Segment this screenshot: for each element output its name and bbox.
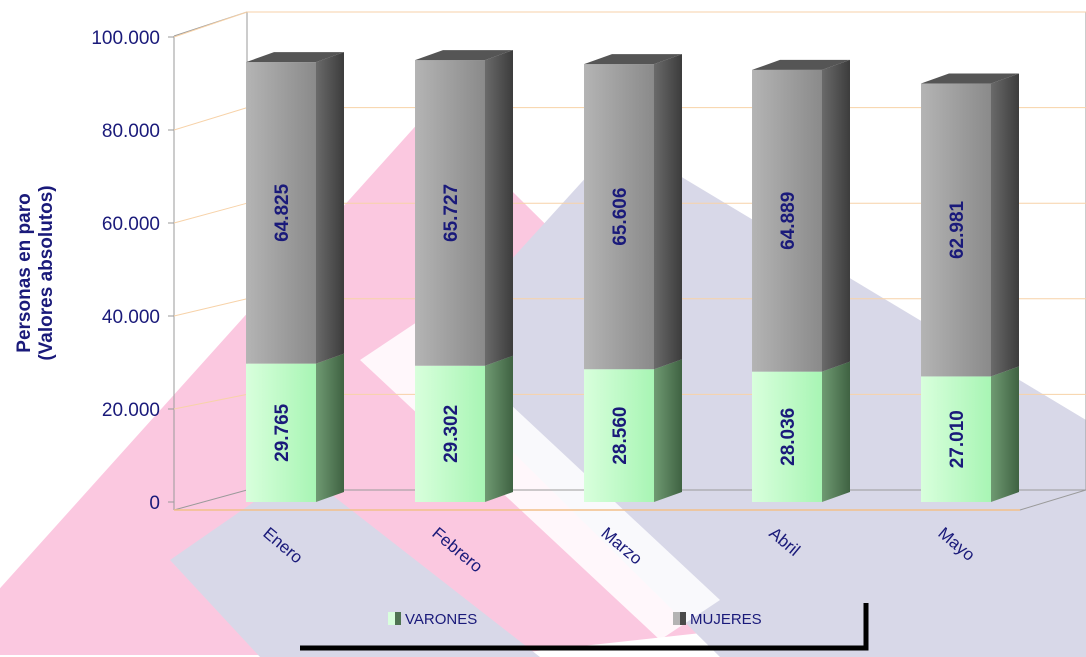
- bar-mujeres: [246, 62, 316, 364]
- bar-varones: [584, 369, 654, 502]
- data-label-varones: 28.036: [778, 408, 799, 466]
- bar-mujeres: [921, 83, 991, 377]
- bar-top-mujeres: [584, 54, 682, 65]
- bar-side-mujeres: [991, 73, 1019, 377]
- legend-swatch-mujeres: [673, 612, 680, 625]
- legend-swatch-varones-side: [395, 612, 401, 625]
- legend-swatch-varones: [388, 612, 395, 625]
- bar-group-febrero: 29.302 65.727: [415, 50, 513, 502]
- bar-side-mujeres: [316, 52, 344, 364]
- data-label-varones: 27.010: [947, 410, 968, 468]
- bar-side-varones: [316, 353, 344, 502]
- y-axis-ticks: 0 20.000 40.000 60.000 80.000 100.000: [91, 28, 174, 514]
- bar-mujeres: [584, 64, 654, 370]
- bar-group-mayo: 27.010 62.981: [921, 73, 1019, 502]
- bar-top-mujeres: [246, 52, 344, 63]
- data-label-varones: 29.302: [441, 405, 462, 463]
- bar-varones: [921, 376, 991, 502]
- legend-label-mujeres: MUJERES: [690, 611, 762, 628]
- floor-left-edge: [173, 489, 248, 511]
- gridline: [173, 11, 1086, 38]
- bar-top-mujeres: [752, 59, 850, 70]
- bar-mujeres: [415, 60, 485, 366]
- legend-item-varones: VARONES: [388, 611, 477, 628]
- legend-item-mujeres: MUJERES: [673, 611, 762, 628]
- bar-top-mujeres: [921, 73, 1019, 84]
- bar-top-mujeres: [415, 50, 513, 61]
- data-label-mujeres: 64.825: [272, 183, 293, 242]
- bar-side-mujeres: [822, 59, 850, 372]
- bar-side-mujeres: [485, 50, 513, 366]
- data-label-mujeres: 64.889: [778, 192, 799, 250]
- bar-varones: [246, 363, 316, 502]
- bar-side-mujeres: [654, 54, 682, 370]
- y-axis-title-line1: Personas en paro: [14, 193, 35, 352]
- bar-group-marzo: 28.560 65.606: [584, 54, 682, 502]
- bar-side-varones: [991, 366, 1019, 502]
- data-label-mujeres: 65.606: [610, 188, 631, 246]
- bar-side-varones: [654, 359, 682, 502]
- y-tick-label: 100.000: [91, 28, 160, 49]
- y-axis-title: Personas en paro (Valores absolutos): [14, 185, 57, 360]
- bar-side-varones: [485, 355, 513, 502]
- data-label-mujeres: 65.727: [441, 184, 462, 242]
- data-label-mujeres: 62.981: [947, 200, 968, 259]
- lavender-lower-shape: [170, 470, 540, 657]
- legend-frame-shadow: [300, 603, 869, 651]
- legend-label-varones: VARONES: [405, 611, 477, 628]
- floor-right-edge: [1019, 489, 1086, 511]
- y-tick-label: 40.000: [102, 307, 160, 328]
- bar-mujeres: [752, 69, 822, 372]
- bar-side-varones: [822, 361, 850, 502]
- y-tick-label: 80.000: [102, 121, 160, 142]
- y-tick-label: 20.000: [102, 400, 160, 421]
- y-tick-label: 0: [149, 493, 160, 514]
- bar-group-enero: 29.765 64.825: [246, 52, 344, 502]
- y-axis-title-line2: (Valores absolutos): [36, 185, 57, 360]
- bars: 29.765 64.825 29.302 65.727 28.560 65.606 28.0…: [246, 50, 1019, 502]
- bar-group-abril: 28.036 64.889: [752, 59, 850, 502]
- bar-varones: [415, 365, 485, 502]
- data-label-varones: 29.765: [272, 403, 293, 462]
- bar-varones: [752, 371, 822, 502]
- y-tick-label: 60.000: [102, 214, 160, 235]
- legend: VARONES MUJERES: [300, 603, 869, 651]
- data-label-varones: 28.560: [610, 407, 631, 465]
- legend-swatch-mujeres-side: [680, 612, 686, 625]
